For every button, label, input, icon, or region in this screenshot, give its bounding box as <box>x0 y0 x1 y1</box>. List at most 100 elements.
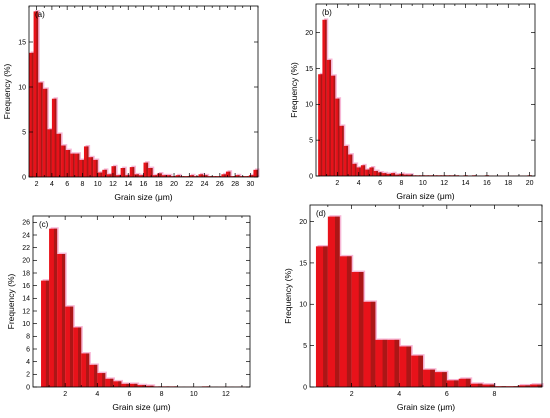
bar-shade <box>173 176 176 177</box>
bar <box>65 306 74 387</box>
bar <box>369 167 374 176</box>
bar-shade <box>72 153 75 177</box>
bar <box>145 385 154 387</box>
bar <box>102 169 107 177</box>
bar-shade <box>237 175 240 177</box>
y-tick-label: 14 <box>22 296 30 303</box>
bar-shade <box>164 175 167 177</box>
bar <box>49 228 58 387</box>
bar-shade <box>537 384 542 387</box>
x-tick-label: 12 <box>109 181 117 188</box>
x-tick-label: 18 <box>504 180 512 187</box>
bar-shade <box>196 176 199 177</box>
x-tick-label: 12 <box>440 180 448 187</box>
bar-shade <box>40 82 43 177</box>
bar <box>356 167 361 176</box>
bar-shade <box>247 176 249 177</box>
bar <box>360 165 366 176</box>
x-tick-label: 14 <box>462 180 470 187</box>
bar-shade <box>178 175 181 177</box>
bar <box>111 166 117 177</box>
bar-shade <box>350 154 353 176</box>
bar <box>339 256 352 387</box>
bar <box>42 88 48 177</box>
bar-shade <box>150 168 153 177</box>
bar <box>225 171 231 177</box>
bar-series <box>29 10 260 178</box>
bar <box>166 175 171 177</box>
bar <box>470 383 483 387</box>
bar <box>518 385 531 387</box>
x-axis-label: Grain size (μm) <box>397 402 455 412</box>
bar-shade <box>224 174 226 177</box>
bar-shade <box>118 381 122 387</box>
bar <box>239 176 245 177</box>
x-tick-label: 8 <box>400 180 404 187</box>
bar-shade <box>393 173 396 176</box>
bar-shade <box>155 175 158 177</box>
bar <box>446 380 459 387</box>
x-tick-label: 14 <box>124 181 132 188</box>
y-axis-label: Frequency (%) <box>2 63 12 119</box>
bar <box>203 175 208 177</box>
bar-shade <box>169 175 171 177</box>
bar-shade <box>53 228 58 387</box>
bar <box>56 133 62 177</box>
bar-series <box>41 227 250 387</box>
bar <box>61 145 66 177</box>
y-tick-label: 15 <box>305 66 313 73</box>
bar-shade <box>363 165 366 176</box>
x-tick-label: 4 <box>397 391 401 398</box>
bar <box>375 339 388 387</box>
x-tick-label: 6 <box>378 180 382 187</box>
y-tick-label: 5 <box>22 129 26 136</box>
bar-shade <box>384 173 387 176</box>
bar-shade <box>45 280 50 387</box>
bar-shade <box>86 146 89 177</box>
bar-shade <box>63 145 66 177</box>
bar-shade <box>69 306 74 387</box>
bar <box>88 157 94 177</box>
x-tick-label: 4 <box>50 181 54 188</box>
plot-frame <box>309 204 543 388</box>
bar-shade <box>159 173 162 177</box>
y-tick-label: 16 <box>22 283 30 290</box>
bar-shade <box>410 174 413 176</box>
bar <box>41 280 50 387</box>
bar-shade <box>214 176 217 177</box>
bar <box>423 369 435 387</box>
y-tick-label: 10 <box>22 321 30 328</box>
x-tick-label: 28 <box>231 181 239 188</box>
bar-shade <box>228 171 231 177</box>
bar-shade <box>242 176 245 177</box>
bar-shade <box>146 162 149 177</box>
bar <box>57 254 66 387</box>
x-tick-label: 8 <box>492 391 496 398</box>
bar-shade <box>94 364 98 387</box>
x-tick-label: 6 <box>445 391 449 398</box>
y-tick-label: 5 <box>309 138 313 145</box>
bar-shade <box>320 74 323 176</box>
bar-shade <box>346 145 349 176</box>
bar <box>322 19 327 177</box>
y-tick-label: 2 <box>26 372 30 379</box>
plot-frame <box>32 215 251 388</box>
x-tick-label: 4 <box>95 391 99 398</box>
bar-shade <box>465 378 471 387</box>
bar <box>411 355 424 387</box>
bar <box>494 386 507 387</box>
bar <box>348 154 353 176</box>
bar <box>125 175 130 177</box>
bar <box>216 176 222 177</box>
bar <box>244 176 249 177</box>
bar <box>390 173 396 176</box>
bar-shade <box>36 11 39 178</box>
bar <box>253 169 258 177</box>
bar <box>458 378 471 387</box>
bar <box>335 98 340 176</box>
y-tick-label: 15 <box>299 260 307 267</box>
bar-halo <box>147 384 156 387</box>
y-tick-label: 12 <box>22 308 30 315</box>
bar-shade <box>489 384 495 387</box>
